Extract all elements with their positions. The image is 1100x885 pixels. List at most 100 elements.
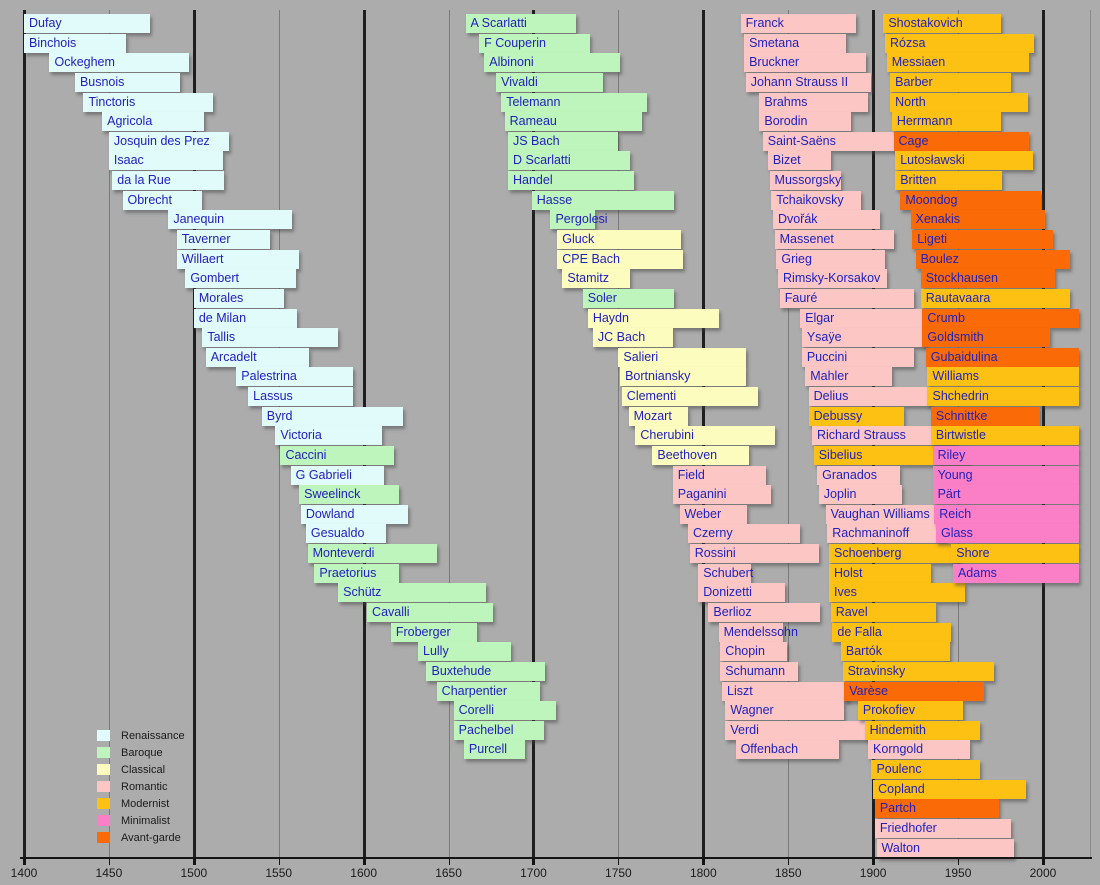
composer-bar: Schubert — [698, 563, 753, 583]
composer-bar: Gluck — [557, 229, 682, 249]
composer-label: Rautavaara — [925, 290, 991, 305]
composer-bar: Franck — [740, 14, 857, 33]
composer-label: Shostakovich — [888, 16, 963, 30]
composer-bar: Williams — [927, 367, 1079, 387]
composer-label: Mendelssohn — [723, 624, 798, 639]
composer-label: Paganini — [677, 487, 727, 502]
composer-label: Haydn — [592, 310, 629, 325]
composer-label: Riley — [937, 447, 966, 462]
gridline-1450 — [108, 10, 110, 858]
composer-label: Prokofiev — [862, 703, 915, 718]
composer-bar: Obrecht — [122, 190, 203, 210]
composer-bar: de Falla — [832, 622, 952, 642]
composer-label: Puccini — [806, 349, 848, 364]
composer-label: Birtwistle — [935, 428, 986, 443]
composer-bar: Buxtehude — [426, 661, 546, 681]
composer-label: Ligeti — [917, 231, 948, 246]
gridline-1850 — [788, 10, 790, 858]
composer-bar: de Milan — [193, 308, 298, 328]
composer-label: Dvořák — [777, 212, 818, 227]
composer-bar: Elgar — [800, 308, 931, 328]
axis-tick-label: 1650 — [435, 866, 462, 880]
composer-bar: Lassus — [248, 387, 354, 407]
composer-bar: Weber — [679, 504, 748, 524]
composer-bar: Mozart — [628, 406, 689, 426]
composer-label: Buxtehude — [431, 663, 492, 678]
composer-label: Gesualdo — [310, 526, 365, 541]
composer-label: Gubaidulina — [930, 349, 998, 364]
composer-bar: Borodin — [759, 112, 852, 132]
composer-bar: Ravel — [830, 603, 936, 623]
composer-bar: Gesualdo — [305, 524, 386, 544]
composer-label: Byrd — [266, 408, 293, 423]
composer-bar: Corelli — [453, 701, 556, 721]
composer-label: Borodin — [764, 114, 808, 129]
composer-label: Palestrina — [241, 369, 297, 384]
composer-label: Weber — [684, 506, 722, 521]
composer-bar: A Scarlatti — [465, 14, 576, 33]
legend-item-ren: Renaissance — [97, 727, 185, 744]
composer-label: Gombert — [190, 271, 239, 286]
composer-label: Gluck — [562, 231, 595, 246]
composer-label: Johann Strauss II — [750, 74, 849, 89]
composer-bar: Arcadelt — [205, 347, 310, 367]
composer-label: Cherubini — [640, 428, 694, 443]
composer-label: Binchois — [29, 35, 77, 50]
composer-bar: Victoria — [275, 426, 383, 446]
composer-bar: Mahler — [805, 367, 892, 387]
legend-swatch-icon — [97, 747, 110, 758]
composer-bar: Mendelssohn — [718, 622, 798, 642]
composer-bar: Rachmaninoff — [827, 524, 947, 544]
composer-label: Poulenc — [876, 762, 922, 777]
axis-tick-label: 1900 — [859, 866, 887, 880]
composer-label: Offenbach — [740, 742, 799, 757]
composer-bar: Pärt — [932, 485, 1079, 505]
composer-bar: Bartók — [840, 642, 950, 662]
composer-bar: Joplin — [818, 485, 902, 505]
composer-label: da la Rue — [117, 173, 171, 188]
chart-right-frame — [1090, 10, 1091, 858]
axis-tick — [192, 859, 196, 865]
legend-item-min: Minimalist — [97, 812, 185, 829]
composer-bar: Friedhofer — [874, 818, 1011, 838]
composer-bar: Schnittke — [930, 406, 1040, 426]
composer-label: Ysaÿe — [806, 330, 842, 345]
composer-bar: Shore — [951, 544, 1079, 564]
composer-bar: Brahms — [759, 92, 869, 112]
legend-item-rom: Romantic — [97, 778, 185, 795]
composer-label: Charpentier — [441, 683, 507, 698]
axis-tick-label: 1700 — [520, 866, 547, 880]
composer-bar: Handel — [508, 171, 634, 191]
composer-bar: Morales — [193, 288, 284, 308]
legend-label: Romantic — [121, 780, 168, 793]
composer-bar: Tinctoris — [83, 92, 213, 112]
composer-label: Wagner — [730, 703, 774, 718]
legend-label: Minimalist — [121, 814, 170, 827]
composer-label: Vaughan Williams — [830, 506, 930, 521]
composer-label: Boulez — [920, 251, 959, 266]
composer-bar: Monteverdi — [307, 544, 437, 564]
composer-bar: Varèse — [844, 681, 984, 701]
composer-label: Granados — [822, 467, 877, 482]
composer-bar: Stamitz — [562, 269, 631, 289]
composer-bar: Tchaikovsky — [771, 190, 862, 210]
composer-label: Soler — [587, 290, 617, 305]
gridline-1650 — [448, 10, 450, 858]
composer-bar: Dowland — [300, 504, 408, 524]
composer-label: Liszt — [727, 683, 753, 698]
composer-bar: Mussorgsky — [769, 171, 841, 191]
composer-label: Pachelbel — [458, 722, 514, 737]
composer-bar: Stravinsky — [842, 661, 994, 681]
composer-bar: Prokofiev — [857, 701, 964, 721]
composer-bar: Albinoni — [484, 53, 621, 73]
gridline-1700 — [532, 10, 536, 858]
composer-bar: Crumb — [922, 308, 1079, 328]
composer-bar: Delius — [808, 387, 931, 407]
composer-bar: Pergolesi — [550, 210, 608, 230]
composer-label: Crumb — [927, 310, 965, 325]
composer-label: Herrmann — [896, 114, 953, 129]
gridline-1500 — [192, 10, 196, 858]
composer-label: Joplin — [823, 487, 857, 502]
composer-bar: Fauré — [779, 288, 914, 308]
legend-swatch-icon — [97, 798, 110, 809]
